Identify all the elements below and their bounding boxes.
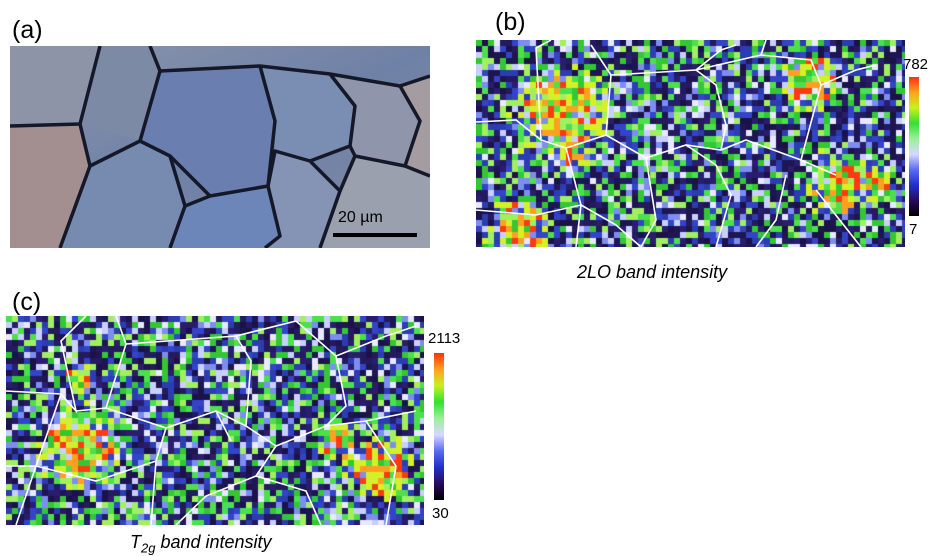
colorbar-c-max: 2113: [428, 330, 461, 347]
colorbar-b: [909, 77, 919, 216]
caption-b: 2LO band intensity: [577, 262, 728, 282]
t2g-intensity-map: [6, 316, 424, 525]
colorbar-c: [434, 353, 444, 500]
caption-c-sub: 2g: [141, 540, 156, 556]
caption-c: T2g band intensity: [130, 533, 272, 555]
grain-micrograph-image: [10, 46, 430, 248]
colorbar-b-max: 782: [903, 56, 929, 73]
panel-b-label: (b): [495, 8, 526, 36]
scale-bar: [333, 233, 417, 237]
colorbar-b-min: 7: [909, 221, 918, 238]
panel-c-grain-boundaries: [6, 316, 417, 525]
caption-c-main: T: [130, 532, 141, 552]
panel-c-label: (c): [12, 288, 42, 316]
caption-c-rest: band intensity: [155, 532, 272, 552]
panel-c-raman-map: [6, 316, 424, 525]
panel-b-grain-boundaries: [476, 40, 877, 247]
colorbar-c-min: 30: [432, 505, 449, 522]
scale-bar-label: 20 µm: [338, 209, 383, 226]
panel-a-label: (a): [12, 16, 43, 44]
panel-a-micrograph: 20 µm: [10, 46, 430, 248]
panel-b-raman-map: [476, 40, 905, 247]
